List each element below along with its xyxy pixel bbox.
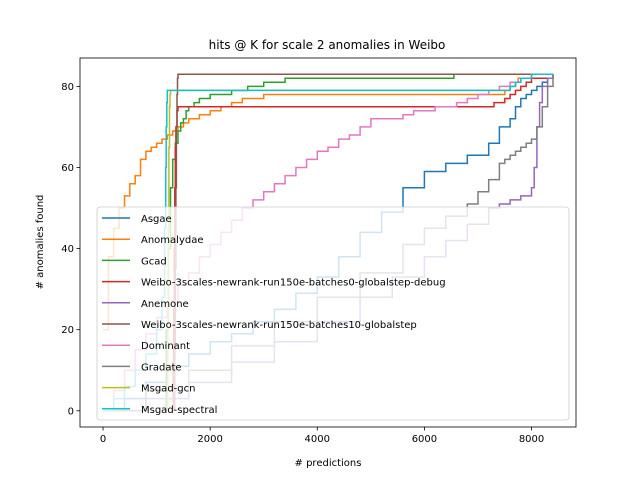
series-line-1 (103, 73, 553, 331)
legend-label-2: Gcad (141, 256, 167, 267)
x-tick-label-0: 0 (100, 434, 106, 445)
axes-frame (79, 57, 577, 428)
legend-box (96, 206, 570, 421)
x-tick-label-3: 6000 (412, 434, 437, 445)
y-axis: 0 20 40 60 80 (61, 82, 80, 417)
chart-title: hits @ K for scale 2 anomalies in Weibo (209, 38, 446, 52)
legend-label-0: Asgae (141, 214, 172, 225)
y-tick-label-2: 40 (61, 244, 74, 255)
series-line-2 (164, 73, 553, 412)
y-axis-label: # anomalies found (35, 195, 46, 290)
legend-label-5: Weibo-3scales-newrank-run150e-batches10-… (141, 320, 417, 331)
legend-label-8: Msgad-gcn (141, 384, 195, 395)
x-tick-label-2: 4000 (305, 434, 330, 445)
legend-label-6: Dominant (141, 341, 190, 352)
x-axis: 0 2000 4000 6000 8000 (100, 427, 544, 445)
x-tick-label-4: 8000 (519, 434, 544, 445)
y-tick-label-0: 0 (68, 406, 74, 417)
legend-label-3: Weibo-3scales-newrank-run150e-batches0-g… (141, 278, 446, 289)
legend: Asgae Anomalydae Gcad Weibo-3scales-newrank… (96, 206, 570, 421)
y-tick-label-1: 20 (61, 325, 74, 336)
y-tick-label-4: 80 (61, 82, 74, 93)
x-axis-label: # predictions (295, 458, 362, 469)
legend-label-9: Msgad-spectral (141, 405, 217, 416)
legend-label-7: Gradate (141, 362, 182, 373)
x-tick-label-1: 2000 (197, 434, 222, 445)
y-tick-label-3: 60 (61, 163, 74, 174)
legend-label-1: Anomalydae (141, 235, 204, 246)
legend-label-4: Anemone (141, 299, 189, 310)
